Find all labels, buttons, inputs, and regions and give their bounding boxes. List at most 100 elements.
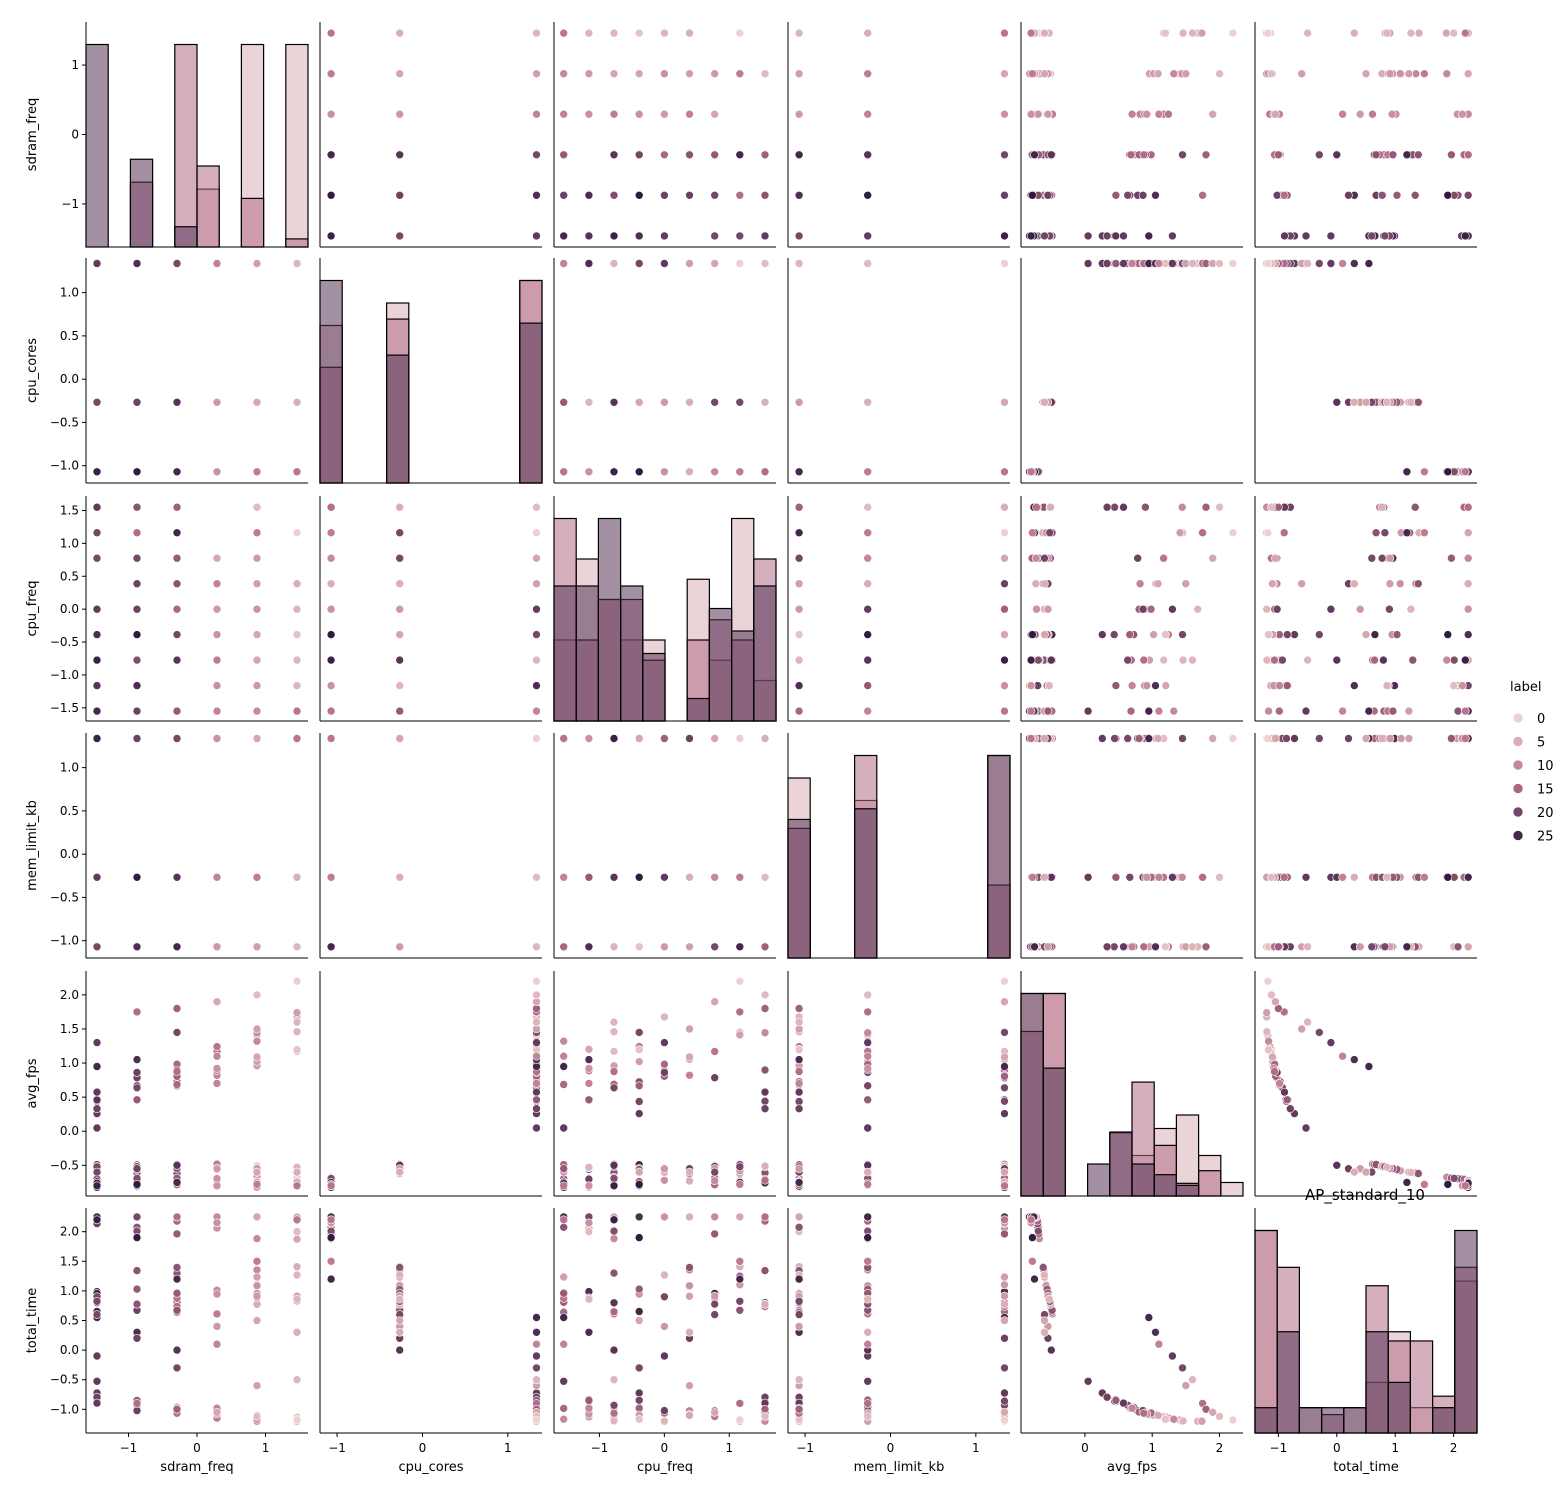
scatter-point bbox=[1178, 150, 1187, 160]
scatter-point bbox=[1463, 528, 1473, 538]
scatter-point bbox=[1178, 1416, 1188, 1426]
scatter-point bbox=[1161, 630, 1170, 639]
scatter-point bbox=[1279, 872, 1289, 882]
scatter-point bbox=[1144, 231, 1154, 241]
scatter-point bbox=[1442, 655, 1452, 665]
scatter-point bbox=[1168, 259, 1177, 268]
scatter-point bbox=[735, 1180, 745, 1189]
scatter-point bbox=[559, 69, 569, 78]
scatter-point bbox=[532, 1313, 541, 1322]
y-axis-label: avg_fps bbox=[25, 1058, 40, 1108]
y-tick-label: 2.0 bbox=[60, 1225, 79, 1239]
scatter-point bbox=[1382, 28, 1392, 38]
scatter-point bbox=[863, 69, 873, 78]
scatter-point bbox=[212, 579, 222, 589]
scatter-point bbox=[1028, 1233, 1037, 1242]
scatter-point bbox=[1168, 872, 1177, 882]
scatter-point bbox=[1142, 109, 1152, 119]
scatter-point bbox=[1127, 109, 1137, 119]
scatter-point bbox=[1098, 630, 1107, 639]
scatter-point bbox=[794, 630, 804, 639]
scatter-point bbox=[1154, 706, 1164, 716]
scatter-point bbox=[395, 1167, 405, 1177]
scatter-point bbox=[1443, 630, 1453, 639]
scatter-point bbox=[132, 1266, 142, 1275]
scatter-point bbox=[760, 150, 770, 160]
scatter-point bbox=[326, 706, 336, 716]
scatter-point bbox=[172, 259, 182, 268]
scatter-point bbox=[634, 1180, 644, 1189]
hist-bar bbox=[1343, 1407, 1367, 1434]
scatter-point bbox=[794, 259, 804, 268]
x-tick-label: 1 bbox=[1391, 1441, 1399, 1455]
scatter-point bbox=[1098, 734, 1107, 743]
scatter-point bbox=[1109, 630, 1119, 639]
scatter-point bbox=[794, 467, 804, 477]
y-tick-label: −0.5 bbox=[50, 890, 79, 904]
scatter-point bbox=[1134, 734, 1144, 743]
scatter-point bbox=[532, 655, 541, 665]
scatter-point bbox=[1102, 942, 1112, 952]
scatter-point bbox=[1125, 872, 1135, 882]
scatter-point bbox=[1303, 1017, 1312, 1027]
scatter-point bbox=[212, 1042, 222, 1051]
scatter-point bbox=[685, 109, 694, 119]
legend-marker bbox=[1512, 759, 1524, 771]
scatter-point bbox=[252, 681, 262, 690]
scatter-point bbox=[395, 604, 405, 614]
scatter-point bbox=[1228, 734, 1238, 743]
scatter-point bbox=[132, 259, 142, 268]
scatter-point bbox=[532, 150, 541, 160]
scatter-point bbox=[863, 1095, 873, 1105]
scatter-point bbox=[292, 579, 302, 589]
scatter-point bbox=[584, 1045, 594, 1054]
scatter-point bbox=[1000, 467, 1009, 477]
scatter-point bbox=[794, 1322, 804, 1331]
scatter-point bbox=[735, 976, 745, 986]
scatter-point bbox=[794, 150, 804, 160]
scatter-point bbox=[532, 1095, 541, 1105]
scatter-point bbox=[735, 259, 745, 268]
scatter-point bbox=[132, 1180, 142, 1189]
scatter-point bbox=[1402, 942, 1412, 952]
scatter-point bbox=[1297, 1024, 1306, 1034]
scatter-point bbox=[1111, 231, 1121, 241]
scatter-point bbox=[1188, 1375, 1197, 1384]
scatter-point bbox=[1043, 109, 1053, 119]
x-tick-label: 0 bbox=[1333, 1441, 1341, 1455]
scatter-point bbox=[1169, 69, 1179, 78]
scatter-point bbox=[1030, 150, 1039, 160]
scatter-point bbox=[132, 1299, 142, 1309]
scatter-point bbox=[1402, 150, 1412, 160]
scatter-point bbox=[1264, 630, 1273, 639]
scatter-point bbox=[634, 1045, 644, 1054]
x-tick-label: −1 bbox=[796, 1441, 814, 1455]
scatter-point bbox=[172, 1080, 182, 1089]
scatter-point bbox=[863, 109, 873, 119]
scatter-point bbox=[172, 1405, 182, 1414]
scatter-point bbox=[1367, 231, 1377, 241]
scatter-point bbox=[559, 872, 569, 882]
hist-bar bbox=[553, 585, 577, 722]
scatter-point bbox=[252, 1381, 262, 1390]
scatter-point bbox=[1139, 942, 1149, 952]
scatter-point bbox=[1414, 397, 1423, 407]
scatter-point bbox=[735, 28, 745, 38]
scatter-point bbox=[532, 191, 541, 200]
scatter-point bbox=[1280, 231, 1289, 241]
scatter-point bbox=[292, 397, 302, 407]
scatter-point bbox=[1126, 706, 1136, 716]
scatter-point bbox=[1442, 28, 1451, 38]
scatter-point bbox=[252, 528, 262, 538]
scatter-point bbox=[1139, 655, 1149, 665]
scatter-point bbox=[794, 528, 804, 538]
scatter-point bbox=[1461, 231, 1470, 241]
scatter-point bbox=[212, 553, 222, 563]
scatter-point bbox=[292, 1294, 302, 1304]
scatter-point bbox=[1442, 69, 1452, 78]
scatter-point bbox=[1271, 553, 1280, 563]
scatter-point bbox=[532, 502, 541, 512]
scatter-point bbox=[609, 1408, 619, 1418]
